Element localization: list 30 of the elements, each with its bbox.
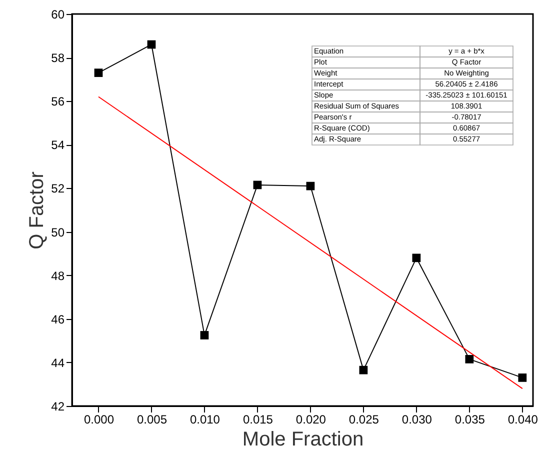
x-tick-label: 0.010: [190, 412, 220, 426]
point: [518, 374, 527, 382]
point: [412, 254, 421, 262]
y-tick-label: 50: [51, 225, 65, 240]
x-tick-label: 0.025: [348, 412, 380, 426]
x-tick-label: 0.015: [242, 412, 274, 426]
x-tick-label: 0.030: [402, 412, 432, 426]
point: [306, 182, 315, 190]
y-tick-label: 54: [51, 138, 65, 152]
x-tick-label: 0.020: [296, 412, 326, 426]
point: [359, 366, 368, 374]
y-tick-label: 44: [51, 356, 65, 370]
point: [147, 40, 156, 49]
x-tick-label: 0.000: [84, 412, 114, 426]
y-tick-label: 60: [51, 8, 65, 22]
point: [94, 68, 103, 77]
x-tick-label: 0.005: [136, 412, 168, 426]
y-tick-label: 42: [51, 400, 65, 414]
y-tick-label: 46: [51, 312, 65, 326]
y-tick-label: 56: [51, 94, 65, 109]
y-axis-title: Q Factor: [26, 171, 48, 250]
x-axis-title: Mole Fraction: [242, 428, 364, 450]
y-tick-label: 58: [51, 51, 65, 66]
x-tick-label: 0.035: [454, 412, 486, 426]
point: [253, 180, 262, 190]
y-tick-label: 52: [51, 182, 65, 196]
x-tick-label: 0.040: [508, 412, 538, 426]
point: [200, 331, 209, 340]
y-tick-label: 48: [51, 268, 65, 283]
point: [465, 354, 474, 364]
